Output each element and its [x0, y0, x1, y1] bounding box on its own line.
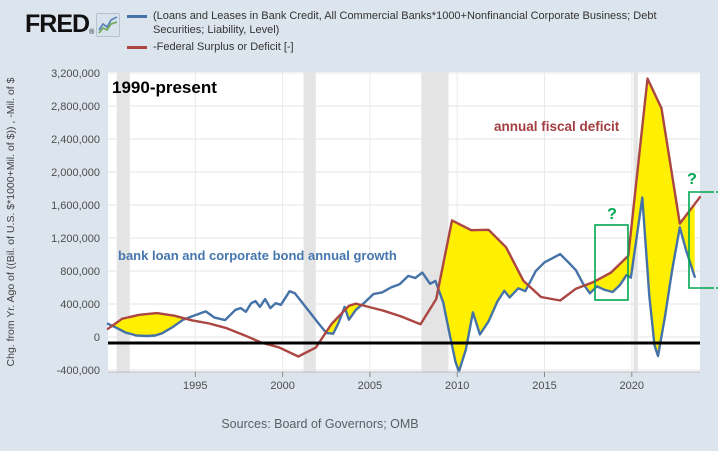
deficit-legend-label: -Federal Surplus or Deficit [-] — [153, 40, 294, 53]
axis-tick-labels: 3,200,000 2,800,000 2,400,000 2,000,000 1,60… — [51, 68, 644, 392]
y-tick-label: 2,400,000 — [51, 134, 100, 146]
credit-line — [106, 196, 696, 373]
fred-logo-text: FRED — [25, 10, 90, 38]
fred-logo-registered-mark: ® — [89, 29, 95, 36]
highlight-boxes — [594, 191, 718, 301]
deficit-line — [106, 77, 702, 358]
x-tick-label: 1995 — [183, 380, 207, 392]
y-tick-label: 1,200,000 — [51, 233, 100, 245]
x-tick-label: 2000 — [270, 380, 294, 392]
x-tick-label: 2020 — [620, 380, 644, 392]
deficit-gap-fill — [438, 220, 529, 372]
recession-band — [421, 72, 449, 372]
y-axis-title: Chg. from Yr. Ago of ((Bil. of U.S. $*10… — [5, 77, 17, 366]
x-tick-label: 2005 — [358, 380, 382, 392]
y-tick-label: 0 — [94, 332, 100, 344]
legend-item-deficit: -Federal Surplus or Deficit [-] — [127, 41, 707, 55]
recession-band — [116, 72, 130, 372]
y-tick-label: 2,800,000 — [51, 101, 100, 113]
chart-title: 1990-present — [112, 78, 217, 97]
y-tick-label: 800,000 — [60, 266, 100, 278]
x-tick-label: 2010 — [445, 380, 469, 392]
sources-note: Sources: Board of Governors; OMB — [221, 417, 419, 431]
x-tick-label: 2015 — [532, 380, 556, 392]
fred-logo[interactable]: FRED ® — [25, 10, 121, 39]
recession-band — [303, 72, 316, 372]
highlight-box-right — [688, 191, 712, 289]
legend-item-credit: (Loans and Leases in Bank Credit, All Co… — [127, 10, 707, 38]
y-tick-label: 1,600,000 — [51, 200, 100, 212]
fred-sparkline-icon — [96, 12, 121, 37]
question-mark-right: ? — [687, 171, 697, 188]
y-tick-label: -400,000 — [57, 365, 100, 377]
credit-line-swatch — [127, 15, 147, 18]
credit-legend-label: (Loans and Leases in Bank Credit, All Co… — [153, 10, 657, 36]
y-tick-label: 400,000 — [60, 299, 100, 311]
deficit-annotation: annual fiscal deficit — [494, 119, 620, 134]
highlight-box-left — [594, 224, 629, 301]
growth-annotation: bank loan and corporate bond annual grow… — [118, 248, 397, 263]
y-tick-label: 2,000,000 — [51, 167, 100, 179]
deficit-line-swatch — [127, 45, 147, 49]
chart-legend: (Loans and Leases in Bank Credit, All Co… — [127, 10, 707, 57]
y-tick-label: 3,200,000 — [51, 68, 100, 80]
question-mark-left: ? — [607, 206, 617, 223]
data-lines — [106, 77, 702, 373]
